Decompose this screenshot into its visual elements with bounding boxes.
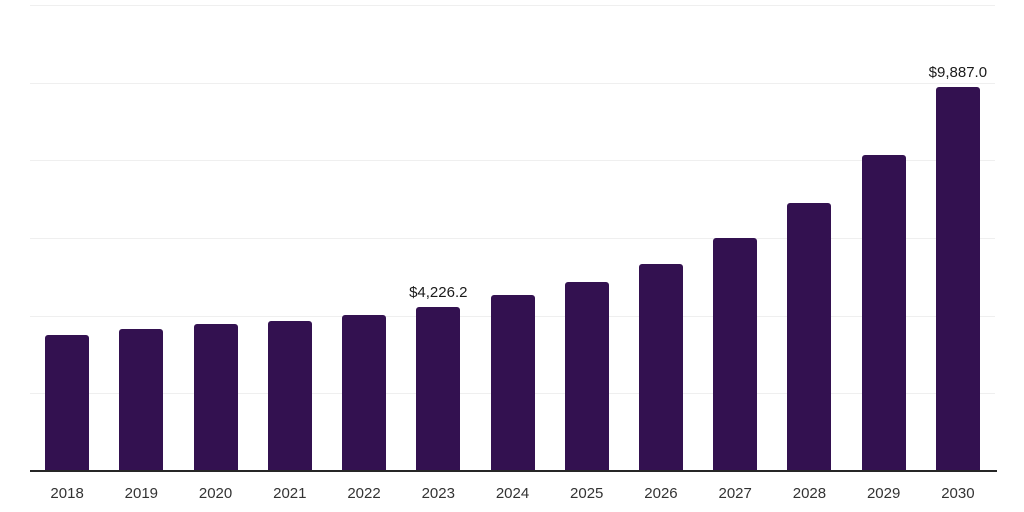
x-tick-label: 2022 bbox=[347, 485, 381, 502]
bar-2029 bbox=[861, 155, 906, 471]
x-tick-label: 2024 bbox=[495, 485, 530, 502]
bar-value-label: $4,226.2 bbox=[409, 283, 468, 301]
x-tick-label: 2030 bbox=[941, 485, 975, 502]
x-tick-label: 2021 bbox=[273, 485, 307, 502]
bar-2020 bbox=[193, 324, 238, 471]
bar-2018 bbox=[45, 335, 90, 471]
x-tick-label: 2029 bbox=[866, 485, 901, 502]
bar-value-label: $9,887.0 bbox=[928, 64, 988, 82]
x-tick-label: 2020 bbox=[198, 485, 233, 502]
bar-2030 bbox=[935, 87, 980, 471]
bar-2023 bbox=[416, 306, 461, 471]
x-tick-label: 2018 bbox=[50, 485, 84, 502]
bar-2021 bbox=[267, 320, 312, 471]
plot-area: $4,226.2 $9,887.0 bbox=[30, 0, 995, 471]
x-tick-label: 2025 bbox=[570, 485, 604, 502]
x-tick-label: 2026 bbox=[644, 485, 678, 502]
bar-2019 bbox=[119, 329, 164, 471]
bar-2026 bbox=[638, 264, 683, 471]
bar-2024 bbox=[490, 294, 535, 471]
x-tick-label: 2019 bbox=[124, 485, 159, 502]
gridline bbox=[30, 238, 995, 239]
gridline bbox=[30, 5, 995, 6]
x-axis-line bbox=[30, 470, 997, 472]
x-tick-label: 2027 bbox=[718, 485, 752, 502]
x-tick-label: 2028 bbox=[792, 485, 827, 502]
bar-2025 bbox=[564, 281, 609, 471]
bar-2027 bbox=[713, 238, 758, 471]
bar-2028 bbox=[787, 202, 832, 471]
gridline bbox=[30, 160, 995, 162]
x-tick-label: 2023 bbox=[421, 485, 455, 502]
gridline bbox=[30, 82, 995, 84]
bar-2022 bbox=[342, 314, 387, 471]
